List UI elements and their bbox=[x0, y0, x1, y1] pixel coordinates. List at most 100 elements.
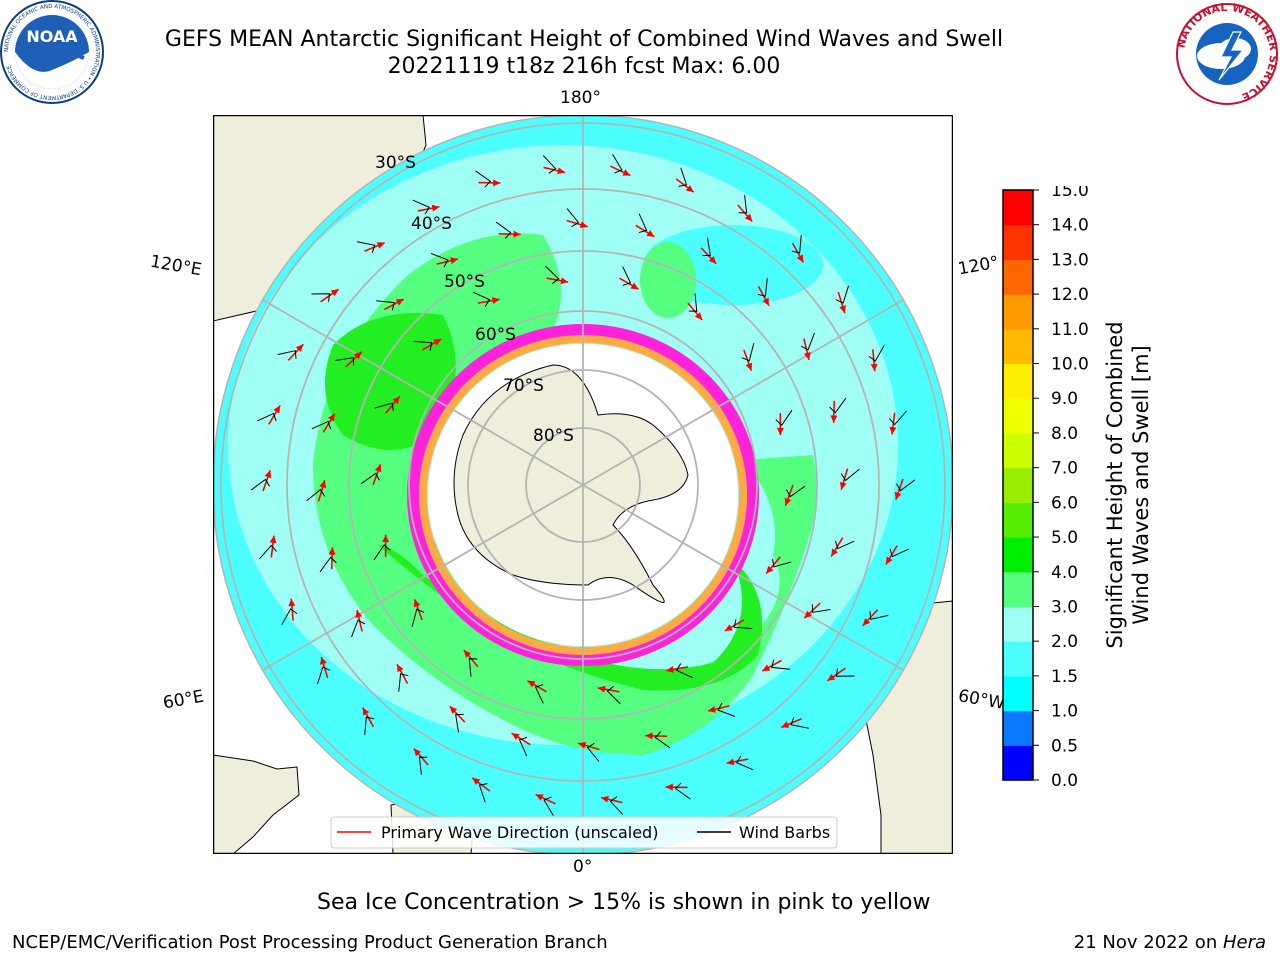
colorbar-label-line2: Wind Waves and Swell [m] bbox=[1129, 345, 1153, 625]
wave-arrow-head bbox=[597, 685, 606, 693]
colorbar-tick-label: 14.0 bbox=[1051, 216, 1089, 236]
wave-arrow-head bbox=[413, 748, 422, 757]
wind-barb bbox=[376, 300, 395, 311]
colorbar-tick-label: 11.0 bbox=[1051, 320, 1089, 340]
wave-arrow-head bbox=[803, 352, 811, 360]
wave-arrow-head bbox=[355, 610, 363, 618]
wave-arrow-head bbox=[744, 213, 753, 222]
wind-barb bbox=[319, 556, 337, 573]
wind-barb bbox=[609, 796, 624, 815]
wave-arrow-head bbox=[579, 221, 588, 229]
wind-barb bbox=[311, 420, 332, 430]
colorbar-tick-label: 0.0 bbox=[1051, 771, 1078, 786]
wave-arrow-head bbox=[885, 556, 893, 565]
wave-arrow-head bbox=[666, 665, 675, 673]
wind-barb bbox=[834, 540, 855, 550]
colorbar-segment bbox=[1003, 224, 1033, 261]
wave-arrow-head bbox=[264, 470, 272, 479]
colorbar-tick-label: 1.5 bbox=[1051, 667, 1078, 687]
wind-barb bbox=[412, 199, 430, 215]
chart-subtitle: 20221119 t18z 216h fcst Max: 6.00 bbox=[387, 54, 781, 79]
wind-barb bbox=[418, 756, 428, 776]
colorbar-tick-label: 5.0 bbox=[1051, 528, 1078, 548]
wind-barb bbox=[638, 213, 648, 234]
wave-arrow-head bbox=[578, 741, 587, 749]
wave-arrow-head bbox=[472, 777, 481, 786]
wind-barb bbox=[398, 673, 409, 692]
colorbar-tick-label: 2.0 bbox=[1051, 632, 1078, 652]
wind-barb bbox=[622, 266, 632, 286]
wind-barb bbox=[688, 293, 698, 312]
wind-barb bbox=[357, 241, 376, 254]
wave-arrow-head bbox=[328, 413, 335, 422]
wave-arrow-head bbox=[839, 305, 846, 314]
wind-barb bbox=[478, 783, 488, 803]
colorbar-tick-label: 10.0 bbox=[1051, 355, 1089, 375]
wind-barb bbox=[311, 293, 331, 302]
colorbar-segment bbox=[1003, 328, 1033, 365]
colorbar-tick-label: 4.0 bbox=[1051, 563, 1078, 583]
wave-arrow-head bbox=[645, 732, 653, 740]
lat-label-50s: 50°S bbox=[444, 272, 485, 292]
wave-arrow-head bbox=[889, 426, 897, 435]
lat-label-40s: 40°S bbox=[411, 214, 452, 234]
colorbar-segment bbox=[1003, 675, 1033, 712]
wave-arrow-head bbox=[726, 758, 735, 766]
wave-arrow-head bbox=[535, 794, 544, 801]
wave-direction-arrows bbox=[250, 154, 916, 816]
wave-arrow-head bbox=[320, 656, 327, 665]
lon-label-120w: 120° bbox=[956, 252, 1001, 280]
wind-barb bbox=[772, 558, 792, 568]
map-border bbox=[213, 115, 953, 854]
wave-arrow-head bbox=[269, 535, 277, 544]
colorbar-tick-label: 9.0 bbox=[1051, 389, 1078, 409]
colorbar-tick-label: 12.0 bbox=[1051, 285, 1089, 305]
wind-barb bbox=[257, 412, 277, 422]
wave-arrow-head bbox=[449, 706, 458, 714]
wind-barb bbox=[889, 410, 907, 426]
wind-barb bbox=[316, 666, 331, 685]
wave-arrow-head bbox=[724, 624, 733, 631]
wave-arrow-head bbox=[413, 599, 421, 608]
wave-arrow-head bbox=[745, 362, 753, 371]
colorbar-border bbox=[1002, 189, 1034, 781]
legend-wave-direction: Primary Wave Direction (unscaled) bbox=[381, 823, 658, 842]
wave-arrow-head bbox=[397, 664, 404, 673]
colorbar-segment bbox=[1003, 745, 1033, 781]
wave-arrow-head bbox=[665, 783, 673, 791]
wind-barb bbox=[259, 544, 277, 560]
wind-barb bbox=[374, 402, 394, 412]
wave-arrow-head bbox=[862, 618, 871, 626]
sea-ice-note: Sea Ice Concentration > 15% is shown in … bbox=[317, 890, 931, 915]
wave-arrow-head bbox=[395, 299, 404, 306]
wave-arrow-head bbox=[382, 534, 390, 543]
wind-barb bbox=[518, 736, 528, 757]
colorbar-segment bbox=[1003, 432, 1033, 469]
lon-label-120e: 120°E bbox=[148, 251, 204, 281]
wave-arrow-head bbox=[354, 351, 362, 360]
wave-arrow-head bbox=[601, 795, 609, 803]
colorbar-segment bbox=[1003, 710, 1033, 746]
wind-barb bbox=[675, 663, 694, 679]
wave-arrow-head bbox=[319, 480, 327, 489]
wind-barb bbox=[360, 472, 380, 485]
lat-label-30s: 30°S bbox=[375, 153, 416, 173]
wave-arrow-head bbox=[830, 415, 838, 423]
colorbar-segment bbox=[1003, 537, 1033, 573]
wind-barb bbox=[771, 659, 790, 670]
wind-barb bbox=[351, 619, 366, 638]
wave-arrow-head bbox=[362, 707, 370, 716]
colorbar-tick-label: 8.0 bbox=[1051, 424, 1078, 444]
wind-barb bbox=[654, 731, 671, 749]
colorbar-tick-label: 7.0 bbox=[1051, 459, 1078, 479]
lat-label-80s: 80°S bbox=[533, 426, 574, 446]
map-legend: Primary Wave Direction (unscaled) Wind B… bbox=[330, 816, 838, 849]
wind-barb bbox=[869, 611, 889, 620]
colorbar-segment bbox=[1003, 398, 1033, 434]
wave-arrow-head bbox=[431, 204, 440, 212]
graticule bbox=[220, 115, 946, 854]
colorbar-tick-label: 1.0 bbox=[1051, 702, 1078, 722]
wind-barb bbox=[674, 782, 691, 800]
wind-barb bbox=[566, 208, 580, 228]
wind-barb bbox=[250, 478, 270, 491]
